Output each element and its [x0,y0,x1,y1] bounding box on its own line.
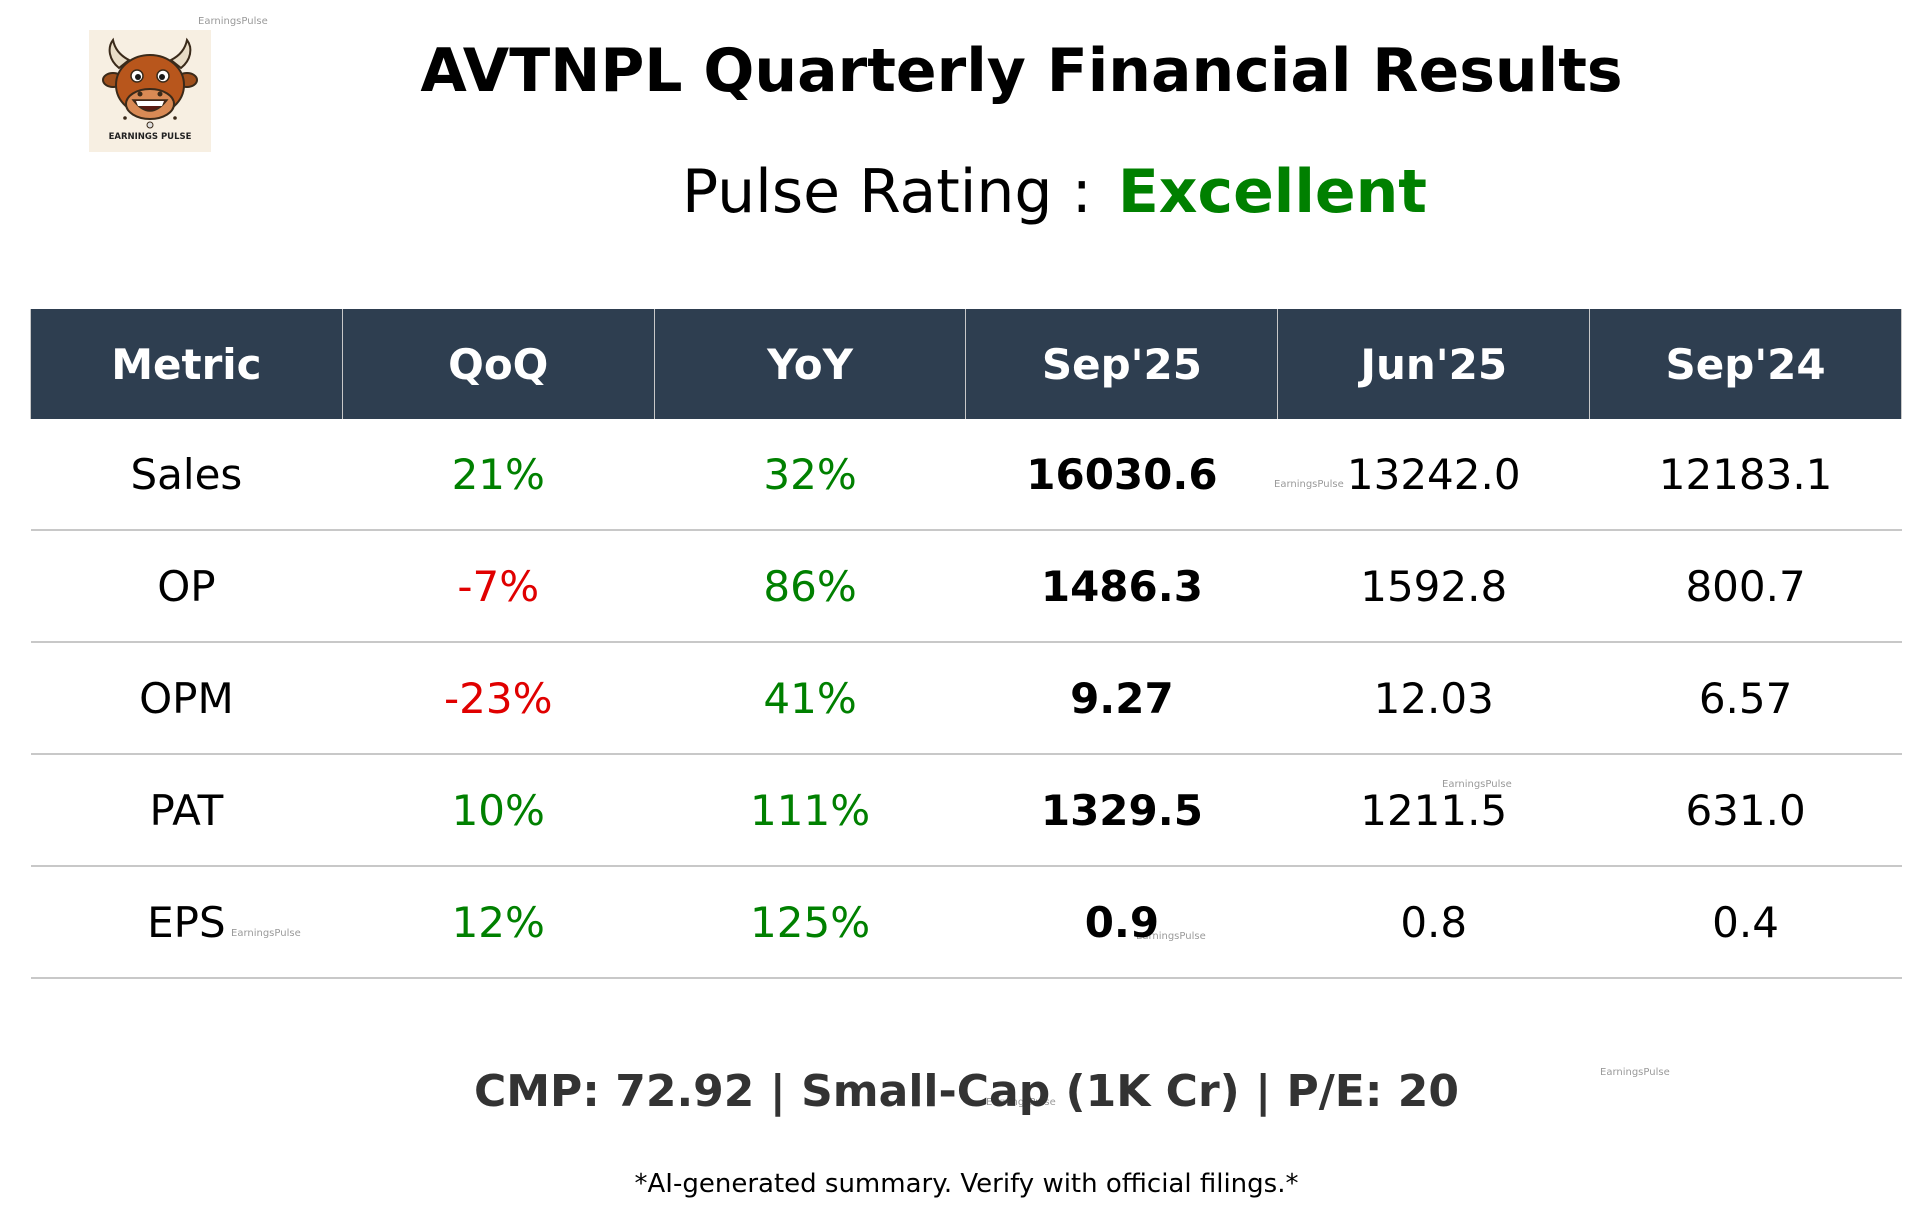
sep24-cell: 631.0 [1589,754,1902,867]
yoy-cell: 32% [654,419,966,531]
qoq-cell: -7% [342,530,655,643]
yoy-cell: 41% [654,642,966,755]
page-title: AVTNPL Quarterly Financial Results [420,36,1623,106]
sep24-cell: 6.57 [1589,642,1902,755]
sep25-cell: 1486.3 [965,530,1278,643]
metric-cell: PAT [30,754,343,867]
disclaimer-text: *AI-generated summary. Verify with offic… [634,1169,1299,1199]
table-row: Sales 21% 32% 16030.6 13242.0 12183.1 [30,419,1902,531]
bull-mascot-icon [102,37,198,129]
valuation-summary: CMP: 72.92 | Small-Cap (1K Cr) | P/E: 20 [473,1066,1460,1117]
qoq-cell: 21% [342,419,655,531]
column-header-qoq: QoQ [341,309,655,419]
column-header-metric: Metric [30,309,343,419]
sep25-cell: 0.9 [965,866,1278,979]
sep25-cell: 16030.6 [965,419,1278,531]
sep25-cell: 9.27 [965,642,1278,755]
column-header-jun25: Jun'25 [1277,309,1591,419]
earnings-pulse-logo: EARNINGS PULSE [89,30,211,152]
sep24-cell: 0.4 [1589,866,1902,979]
rating-label: Pulse Rating : [682,157,1092,227]
column-header-sep25: Sep'25 [965,309,1279,419]
jun25-cell: 0.8 [1277,866,1590,979]
metric-cell: EPS [30,866,343,979]
sep24-cell: 12183.1 [1589,419,1902,531]
yoy-cell: 111% [654,754,966,867]
results-table: Metric QoQ YoY Sep'25 Jun'25 Sep'24 Sale… [30,309,1902,979]
table-row: OPM -23% 41% 9.27 12.03 6.57 [30,642,1902,755]
metric-cell: OP [30,530,343,643]
column-header-sep24: Sep'24 [1589,309,1902,419]
metric-cell: OPM [30,642,343,755]
column-header-yoy: YoY [653,309,967,419]
qoq-cell: 12% [342,866,655,979]
jun25-cell: 12.03 [1277,642,1590,755]
logo-text: EARNINGS PULSE [108,132,192,142]
watermark-text: EarningsPulse [198,16,268,27]
table-row: PAT 10% 111% 1329.5 1211.5 631.0 [30,754,1902,867]
jun25-cell: 1592.8 [1277,530,1590,643]
yoy-cell: 125% [654,866,966,979]
table-header-row: Metric QoQ YoY Sep'25 Jun'25 Sep'24 [30,309,1902,419]
qoq-cell: -23% [342,642,655,755]
jun25-cell: 13242.0 [1277,419,1590,531]
sep25-cell: 1329.5 [965,754,1278,867]
yoy-cell: 86% [654,530,966,643]
rating-value: Excellent [1117,157,1427,227]
watermark-text: EarningsPulse [1600,1067,1670,1078]
table-row: OP -7% 86% 1486.3 1592.8 800.7 [30,530,1902,643]
sep24-cell: 800.7 [1589,530,1902,643]
pulse-rating: Pulse Rating : Excellent [0,157,1919,227]
watermark-text: EarningsPulse [986,1097,1056,1108]
jun25-cell: 1211.5 [1277,754,1590,867]
table-row: EPS 12% 125% 0.9 0.8 0.4 [30,866,1902,979]
qoq-cell: 10% [342,754,655,867]
metric-cell: Sales [30,419,343,531]
